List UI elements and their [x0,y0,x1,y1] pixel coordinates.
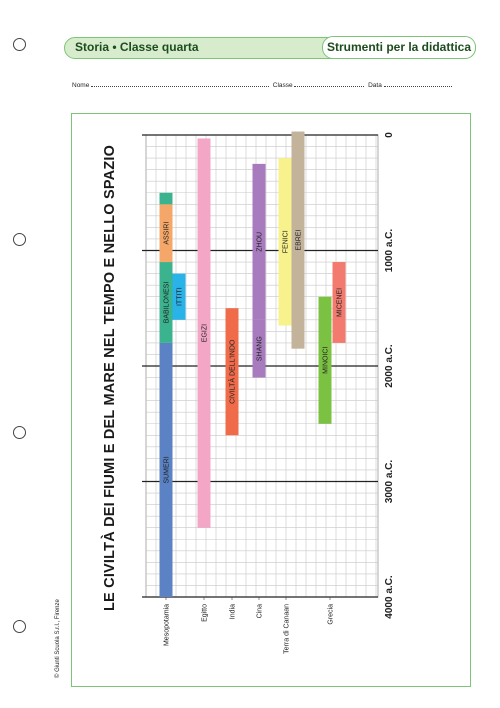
civilization-label: ITTITI [177,287,184,306]
header-bar: Storia • Classe quarta Strumenti per la … [64,36,476,59]
civilization-label: MICENEI [337,288,344,317]
axis-label: 1000 a.C. [384,229,395,273]
punch-hole-top [13,38,26,51]
axis-label: 3000 a.C. [384,460,395,504]
civilization-bar [172,273,186,320]
civilization-bar [332,262,346,343]
civilization-bar [159,192,173,205]
region-label: Egitto [202,604,209,622]
civilization-bar [225,308,239,436]
name-label: Nome [72,82,90,89]
civilization-bar [159,342,173,597]
series-label: Strumenti per la didattica [322,36,476,59]
region-label: India [230,604,237,619]
civilization-bar [252,163,266,320]
civilization-bar [252,319,266,378]
axis-label: 2000 a.C. [384,344,395,388]
punch-hole-upper [13,233,26,246]
region-label: Terra di Canaan [284,604,291,654]
civilization-bar [291,131,305,349]
civilization-label: EBREI [296,230,303,251]
student-info-fields: Nome Classe Data [72,80,452,89]
region-label: Grecia [328,604,335,625]
axis-label: 0 [384,132,395,138]
date-field[interactable] [383,80,452,87]
civilization-label: SHANG [257,336,264,361]
class-field[interactable] [294,80,365,87]
region-label: Mesopotamia [164,604,171,646]
civilization-bar [159,204,173,263]
civilization-bar [318,296,332,424]
worksheet-frame [71,113,471,687]
civilization-label: CIVILTÀ DELL'INDO [228,339,237,404]
civilization-label: FENICI [283,230,290,253]
civilization-bar [159,262,173,343]
axis-label: 4000 a.C. [384,575,395,619]
civilization-label: EGIZI [202,324,209,342]
date-label: Data [368,82,382,89]
civilization-label: MINOICI [323,347,330,374]
punch-hole-bottom [13,620,26,633]
civilization-label: ASSIRI [164,222,171,245]
name-field[interactable] [91,80,270,87]
punch-hole-lower [13,426,26,439]
civilization-bar [278,158,292,326]
subject-label: Storia • Classe quarta [75,40,199,54]
class-label: Classe [272,82,293,89]
civilization-bar [197,138,211,528]
civilization-label: ZHOU [257,232,264,252]
civilization-label: SUMERI [164,456,171,483]
civilization-label: BABILONESI [164,282,171,324]
region-label: Cina [257,604,264,619]
